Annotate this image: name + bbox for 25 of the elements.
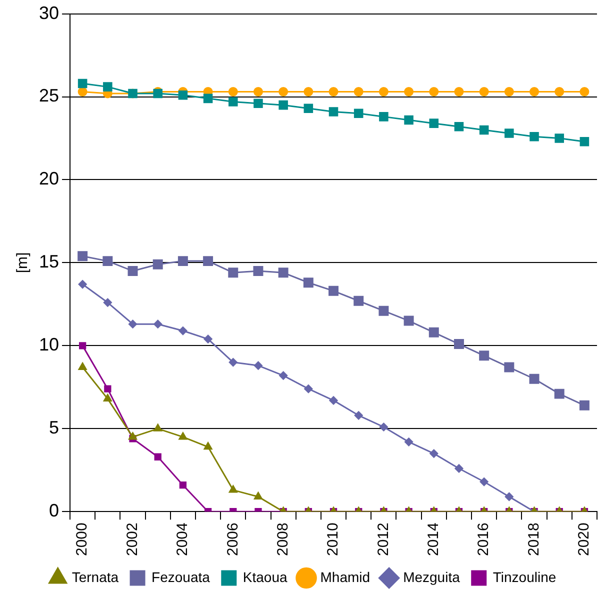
- x-tick-label: 2014: [425, 522, 442, 556]
- y-axis-title: [m]: [14, 252, 32, 274]
- x-tick-label: 2016: [475, 522, 492, 556]
- y-tick-label: 30: [38, 2, 60, 23]
- x-tick-label: 2000: [74, 522, 91, 556]
- x-tick-label: 2004: [174, 522, 192, 556]
- x-tick-label: 2006: [224, 522, 242, 556]
- y-tick-label: 5: [49, 418, 60, 438]
- legend-label: Fezouata: [152, 568, 210, 585]
- x-tick-label: 2002: [124, 522, 141, 556]
- x-tick-label: 2008: [274, 522, 292, 556]
- y-tick-label: 15: [38, 252, 60, 272]
- y-tick-label: 0: [49, 500, 60, 521]
- y-tick-label: 20: [38, 168, 60, 189]
- y-tick-label: 10: [38, 334, 60, 355]
- x-tick-label: 2018: [525, 522, 542, 556]
- x-tick-label: 2020: [576, 522, 593, 556]
- legend-label: Ktaoua: [242, 568, 288, 585]
- legend-label: Tinzouline: [492, 568, 556, 585]
- legend-label: Ternata: [72, 568, 119, 585]
- x-tick-label: 2012: [374, 522, 392, 556]
- y-tick-label: 25: [38, 86, 60, 106]
- legend-label: Mezguita: [403, 568, 460, 585]
- legend-label: Mhamid: [320, 568, 370, 585]
- x-tick-label: 2010: [324, 522, 342, 556]
